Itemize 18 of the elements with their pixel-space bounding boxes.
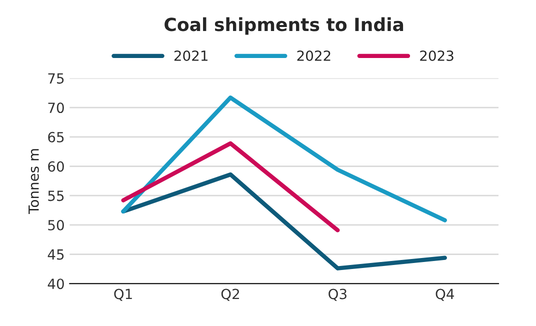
y-tick-label: 65 bbox=[48, 132, 64, 142]
y-tick-label: 50 bbox=[48, 220, 64, 230]
legend-label: 2022 bbox=[297, 50, 330, 61]
x-tick-label: Q4 bbox=[436, 288, 454, 301]
x-tick-label: Q3 bbox=[328, 288, 346, 301]
chart-title: Coal shipments to India bbox=[164, 17, 404, 35]
y-tick-label: 45 bbox=[48, 249, 64, 260]
y-tick-label: 60 bbox=[48, 161, 64, 172]
x-tick-label: Q2 bbox=[221, 288, 239, 301]
x-tick-label: Q1 bbox=[114, 288, 132, 301]
line-series bbox=[121, 96, 447, 222]
y-tick-label: 70 bbox=[48, 102, 64, 114]
y-tick-label: 40 bbox=[48, 278, 64, 290]
y-tick-label: 75 bbox=[48, 73, 64, 84]
legend-label: 2021 bbox=[174, 50, 208, 61]
y-axis-title: Tonnes m bbox=[28, 149, 39, 214]
legend-label: 2023 bbox=[420, 50, 454, 61]
y-tick-label: 55 bbox=[48, 190, 64, 202]
